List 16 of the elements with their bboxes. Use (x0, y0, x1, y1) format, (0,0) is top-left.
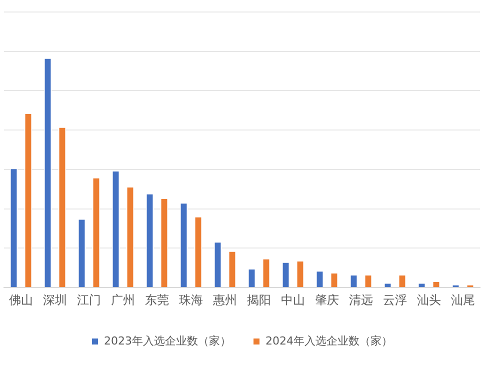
x-tick-label: 佛山 (9, 292, 33, 307)
x-tick-label: 揭阳 (247, 292, 271, 307)
x-tick-label: 江门 (77, 292, 101, 307)
x-tick-label: 肇庆 (315, 292, 339, 307)
x-tick-label: 东莞 (145, 292, 169, 307)
x-tick-label: 深圳 (43, 292, 67, 307)
x-tick-label: 中山 (281, 292, 305, 307)
x-tick-label: 清远 (349, 292, 373, 307)
x-tick-label: 云浮 (383, 292, 407, 307)
x-tick-label: 汕头 (417, 292, 441, 307)
legend-label: 2023年入选企业数（家） (104, 334, 232, 348)
x-tick-label: 广州 (111, 292, 135, 307)
x-tick-label: 汕尾 (451, 292, 475, 307)
legend-label: 2024年入选企业数（家） (266, 334, 392, 348)
x-tick-label: 惠州 (212, 292, 237, 307)
x-tick-label: 珠海 (179, 292, 203, 307)
